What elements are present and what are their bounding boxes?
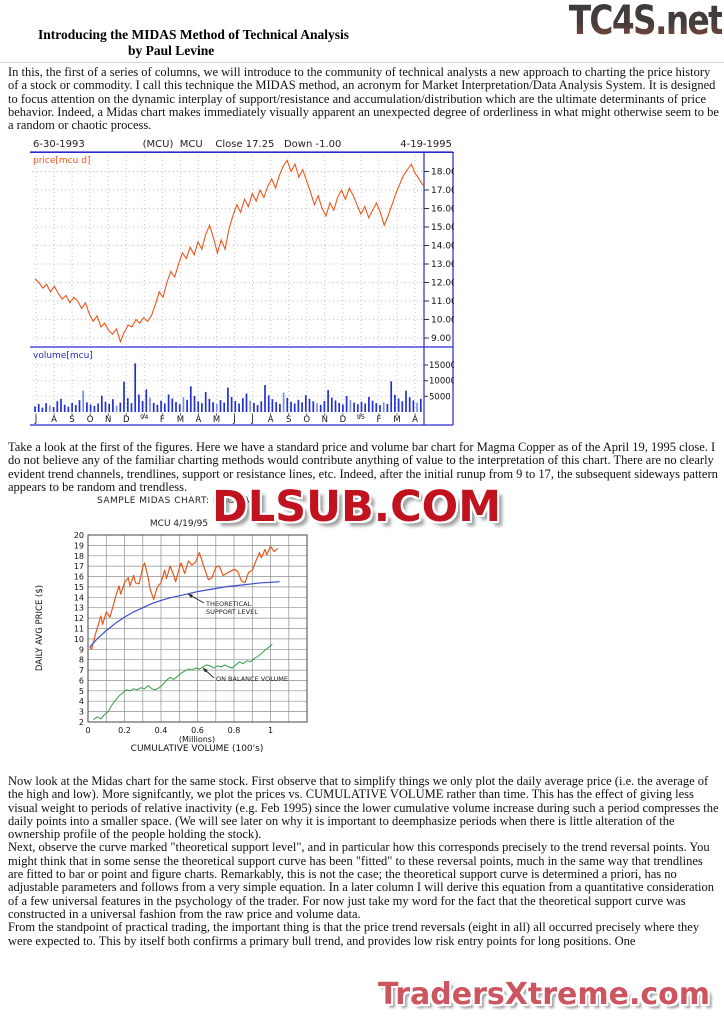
svg-text:11.00: 11.00 — [431, 297, 454, 307]
svg-text:5000: 5000 — [429, 392, 451, 402]
svg-text:S: S — [286, 415, 291, 425]
svg-text:15.00: 15.00 — [431, 223, 454, 233]
svg-text:12: 12 — [74, 614, 84, 623]
svg-text:15: 15 — [74, 583, 84, 592]
svg-text:MCU 4/19/95: MCU 4/19/95 — [150, 519, 208, 529]
intro-paragraph: In this, the first of a series of column… — [8, 65, 719, 133]
svg-text:J: J — [232, 415, 236, 425]
svg-text:M: M — [393, 415, 400, 425]
svg-text:16.00: 16.00 — [431, 205, 454, 215]
svg-text:M: M — [177, 415, 184, 425]
price-volume-chart: 6-30-1993 (MCU) MCU Close 17.25 Down -1.… — [30, 139, 454, 427]
svg-text:0: 0 — [85, 726, 90, 735]
header-divider-line — [0, 62, 724, 63]
chart-start-date: 6-30-1993 — [33, 139, 85, 150]
svg-text:9.00: 9.00 — [431, 334, 451, 344]
svg-text:18: 18 — [74, 552, 84, 561]
svg-text:10: 10 — [74, 635, 84, 644]
svg-text:20: 20 — [74, 531, 84, 540]
svg-text:S: S — [69, 415, 74, 425]
svg-text:N: N — [105, 415, 111, 425]
svg-text:J: J — [250, 415, 254, 425]
midas-explanation-paragraph: Now look at the Midas chart for the same… — [8, 774, 719, 842]
svg-text:DAILY AVG PRICE ($): DAILY AVG PRICE ($) — [35, 585, 45, 671]
svg-text:0.6: 0.6 — [191, 726, 204, 735]
svg-text:ON BALANCE VOLUME: ON BALANCE VOLUME — [216, 675, 288, 683]
svg-text:A: A — [268, 415, 274, 425]
first-figure-paragraph: Take a look at the first of the figures.… — [8, 440, 718, 494]
svg-text:J: J — [34, 415, 38, 425]
svg-text:4: 4 — [79, 697, 84, 706]
svg-text:F: F — [160, 415, 165, 425]
svg-text:8: 8 — [79, 656, 84, 665]
svg-text:2: 2 — [79, 718, 84, 727]
svg-text:95: 95 — [357, 413, 365, 421]
svg-text:19: 19 — [74, 541, 84, 550]
svg-text:18.00: 18.00 — [431, 168, 454, 178]
svg-text:A: A — [51, 415, 57, 425]
article-byline: by Paul Levine — [128, 43, 215, 58]
svg-text:N: N — [322, 415, 328, 425]
svg-text:94: 94 — [140, 413, 148, 421]
svg-text:price[mcu d]: price[mcu d] — [33, 156, 90, 166]
svg-text:5: 5 — [79, 687, 84, 696]
article-title: Introducing the MIDAS Method of Technica… — [38, 27, 350, 42]
svg-text:(Millions): (Millions) — [179, 735, 215, 744]
svg-text:O: O — [87, 415, 94, 425]
svg-text:SUPPORT LEVEL: SUPPORT LEVEL — [206, 608, 258, 616]
svg-text:THEORETICAL: THEORETICAL — [205, 600, 252, 608]
svg-text:15000: 15000 — [429, 361, 454, 371]
svg-text:16: 16 — [74, 573, 84, 582]
svg-text:D: D — [340, 415, 347, 425]
dlsub-watermark[interactable]: DLSUB.COM — [212, 482, 501, 532]
svg-text:12.00: 12.00 — [431, 279, 454, 289]
support-curve-paragraph: Next, observe the curve marked "theoreti… — [8, 840, 715, 921]
svg-text:14: 14 — [74, 593, 84, 602]
svg-text:13: 13 — [74, 604, 84, 613]
tradersxtreme-site-logo[interactable]: TradersXtreme.com — [378, 977, 710, 1012]
svg-text:6: 6 — [79, 676, 84, 685]
svg-text:0.2: 0.2 — [118, 726, 131, 735]
svg-text:10000: 10000 — [429, 377, 454, 387]
svg-text:0.4: 0.4 — [155, 726, 168, 735]
svg-text:17.00: 17.00 — [431, 186, 454, 196]
chart-symbol-close-info: (MCU) MCU Close 17.25 Down -1.00 — [142, 139, 342, 150]
midas-chart: 20 19 18 17 16 15 14 13 12 11 10 9 8 7 6 5 4 3 2 DAILY AVG … — [30, 490, 340, 765]
svg-text:9: 9 — [79, 645, 84, 654]
chart-header-bar: 6-30-1993 (MCU) MCU Close 17.25 Down -1.… — [30, 139, 454, 153]
svg-text:14.00: 14.00 — [431, 242, 454, 252]
svg-text:volume[mcu]: volume[mcu] — [33, 351, 93, 361]
svg-text:F: F — [377, 415, 382, 425]
svg-text:M: M — [213, 415, 220, 425]
svg-text:0.8: 0.8 — [228, 726, 241, 735]
svg-text:O: O — [303, 415, 310, 425]
svg-text:SAMPLE MIDAS CHART: MAGMA: SAMPLE MIDAS CHART: MAGMA — [97, 496, 250, 506]
svg-text:3: 3 — [79, 708, 84, 717]
svg-text:13.00: 13.00 — [431, 260, 454, 270]
svg-text:A: A — [412, 415, 418, 425]
svg-text:A: A — [196, 415, 202, 425]
svg-text:D: D — [123, 415, 130, 425]
svg-text:1: 1 — [268, 726, 273, 735]
svg-text:10.00: 10.00 — [431, 316, 454, 326]
svg-text:7: 7 — [79, 666, 84, 675]
svg-text:11: 11 — [74, 624, 84, 633]
chart-end-date: 4-19-1995 — [400, 139, 452, 150]
svg-text:CUMULATIVE VOLUME (100's): CUMULATIVE VOLUME (100's) — [131, 744, 264, 754]
svg-text:17: 17 — [74, 562, 84, 571]
price-volume-chart-svg: price[mcu d] volume[mcu] 18.00 17.00 16.00 15… — [30, 151, 454, 426]
tc4s-site-logo[interactable]: TC4S.net — [568, 0, 723, 44]
practical-trading-paragraph: From the standpoint of practical trading… — [8, 920, 700, 948]
